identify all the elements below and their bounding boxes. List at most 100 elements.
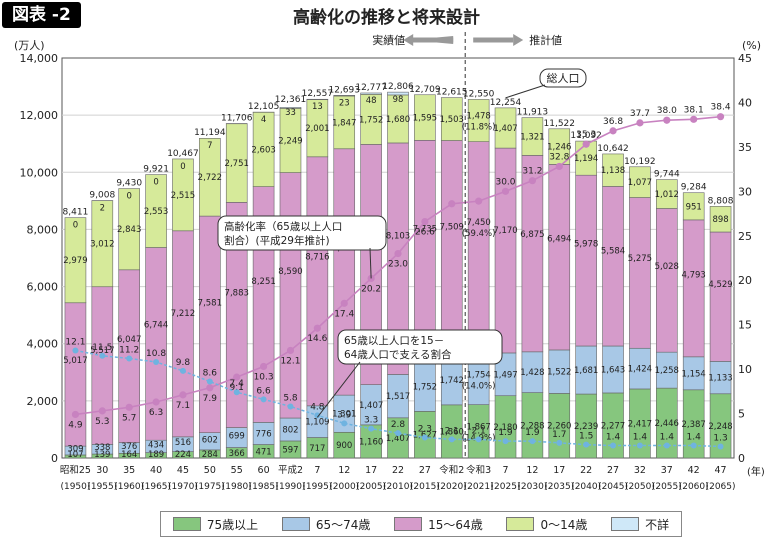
- data-label: 7,170: [493, 226, 517, 236]
- bar-segment: [521, 117, 544, 156]
- data-label: 8,103: [386, 232, 410, 242]
- support-ratio-point: [717, 443, 724, 450]
- data-label: 1,194: [574, 154, 598, 164]
- y-axis-label: (万人): [14, 39, 45, 52]
- support-ratio-label: 12.1: [65, 337, 85, 347]
- support-ratio-point: [206, 378, 213, 385]
- bar-segment: [709, 231, 732, 362]
- total-label: 9,008: [89, 191, 115, 201]
- bar-segment: [64, 217, 87, 304]
- legend-label: 75歳以上: [206, 517, 259, 532]
- x-tick-label: 昭和25: [60, 465, 91, 476]
- support-ratio-point: [663, 442, 670, 449]
- aging-rate-point: [421, 217, 429, 226]
- x-tick-label: 30: [96, 465, 108, 476]
- support-ratio-point: [395, 430, 401, 437]
- support-ratio-point: [475, 436, 482, 443]
- rate-callout-box: [217, 215, 387, 251]
- data-label: 139: [94, 450, 110, 460]
- y2-tick-label: 0: [738, 452, 745, 465]
- aging-rate-label: 17.4: [334, 309, 354, 319]
- aging-rate-point: [448, 200, 456, 208]
- data-label: 2,288: [520, 421, 544, 431]
- aging-rate-label: 7.1: [176, 401, 190, 411]
- data-label: 1,160: [359, 437, 383, 447]
- data-label: 1,867: [466, 422, 490, 432]
- aging-rate-point: [555, 162, 563, 171]
- bar-segment: [467, 141, 490, 355]
- x-tick-label: 37: [661, 465, 673, 476]
- support-ratio-label: 1.4: [633, 433, 648, 443]
- data-label: 516: [175, 438, 191, 448]
- aging-rate-point: [636, 119, 644, 127]
- data-label: 2,249: [278, 136, 302, 146]
- actual-label: 実績値: [372, 33, 405, 47]
- support-ratio-label: 6.6: [256, 386, 271, 396]
- support-ratio-point: [556, 439, 563, 446]
- data-label: 1,424: [628, 365, 652, 375]
- y2-tick-label: 5: [738, 408, 745, 421]
- x-tick-year: (2030): [517, 482, 547, 492]
- data-label: 1,301: [332, 410, 356, 420]
- x-tick-year: (1980): [222, 482, 252, 492]
- legend-swatch: [506, 517, 535, 531]
- support-ratio-label: 9.8: [176, 358, 191, 368]
- bar-segment: [629, 197, 651, 349]
- data-label: 7,883: [225, 288, 249, 298]
- data-label: 164: [121, 450, 137, 460]
- x-tick-year: (1970): [168, 482, 198, 492]
- bar-segment: [602, 153, 624, 187]
- total-label: 11,913: [517, 108, 549, 118]
- data-label: 7,212: [171, 309, 195, 319]
- projection-arrow-head: [513, 34, 524, 46]
- y-tick-label: 14,000: [20, 52, 59, 65]
- data-label: 8,251: [251, 277, 275, 287]
- support-ratio-point: [421, 434, 428, 441]
- bar-segment: [709, 206, 732, 233]
- aging-rate-label: 10.3: [254, 372, 274, 382]
- x-tick-year: (2065): [706, 482, 736, 492]
- total-label: 12,557: [302, 89, 334, 99]
- x-tick-year: (2020): [437, 482, 467, 492]
- total-label: 8,411: [63, 208, 89, 218]
- total-callout: 総人口: [547, 71, 580, 85]
- legend-label: 0～14歳: [540, 517, 588, 532]
- data-label: 2,751: [225, 159, 249, 169]
- data-label: 2,001: [305, 124, 329, 134]
- aging-rate-label: 38.0: [657, 106, 677, 116]
- support-callout-text: 64歳人口で支える割合: [344, 348, 452, 361]
- x-tick-label: 平成2: [278, 464, 303, 476]
- bar-segment: [279, 172, 302, 419]
- x-tick-label: 40: [150, 465, 162, 476]
- x-tick-label: 令和2: [439, 464, 464, 476]
- aging-rate-label: 26.6: [415, 228, 435, 238]
- x-tick-label: 55: [231, 465, 243, 476]
- unknown-label: 13: [312, 102, 323, 112]
- total-label: 11,522: [544, 119, 576, 129]
- data-label: 5,028: [655, 262, 679, 272]
- data-label: 6,744: [144, 321, 168, 331]
- bar-segment: [199, 138, 221, 217]
- data-label: 2,277: [601, 421, 625, 431]
- bar-segment: [440, 140, 463, 356]
- support-ratio-point: [529, 438, 536, 445]
- legend-item: 不詳: [611, 516, 669, 533]
- data-label: 1,847: [332, 118, 356, 128]
- support-ratio-label: 2.1: [445, 426, 459, 436]
- data-label: 1,517: [386, 392, 410, 402]
- data-label: 776: [255, 429, 271, 439]
- y2-tick-label: 45: [738, 52, 752, 65]
- aging-rate-point: [690, 115, 698, 123]
- support-ratio-label: 4.8: [310, 402, 325, 412]
- legend-swatch: [394, 517, 423, 531]
- bar-segment: [494, 107, 517, 149]
- data-label: 2,603: [251, 145, 275, 155]
- data-label: 1,133: [708, 374, 732, 384]
- data-label: 1,742: [440, 376, 464, 386]
- total-label: 9,921: [143, 165, 169, 175]
- data-label: 189: [148, 450, 164, 460]
- x-tick-year: (1995): [302, 482, 332, 492]
- data-label: 107: [67, 450, 83, 460]
- legend-item: 0～14歳: [506, 516, 587, 533]
